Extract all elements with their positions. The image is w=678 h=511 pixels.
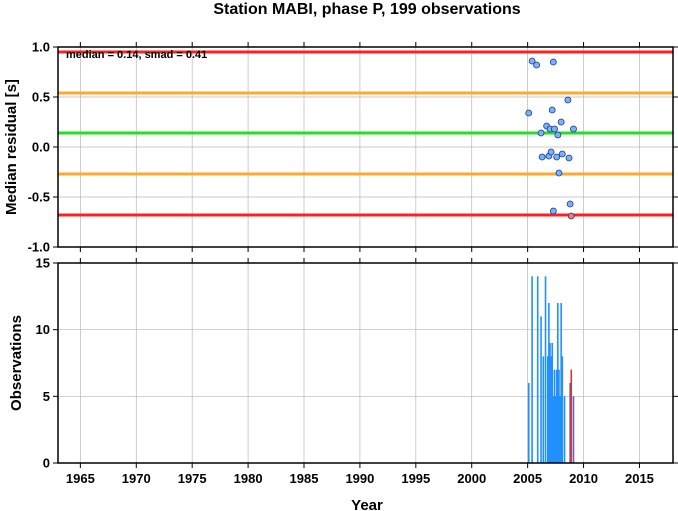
observation-bar bbox=[569, 383, 571, 463]
observations-frame bbox=[57, 262, 674, 464]
residual-point bbox=[547, 148, 555, 156]
observation-bar bbox=[550, 356, 552, 463]
residual-point bbox=[528, 57, 536, 65]
observation-bar bbox=[561, 356, 564, 463]
observations-y-tick-label: 10 bbox=[36, 322, 50, 337]
residual-point bbox=[548, 106, 556, 114]
observation-bar bbox=[570, 369, 573, 463]
observation-bar bbox=[546, 356, 549, 463]
residual-panel: 1.0 0.5 0.0 -0.5 -1.0 bbox=[28, 40, 678, 255]
residual-point bbox=[557, 118, 565, 126]
residual-point bbox=[525, 109, 533, 117]
observations-y-tick-label: 0 bbox=[43, 456, 50, 471]
residual-point bbox=[553, 153, 561, 161]
y-axis-title-observations: Observations bbox=[8, 315, 25, 411]
residual-y-tick-label: -0.5 bbox=[28, 190, 50, 205]
x-tick-label: 2015 bbox=[625, 471, 654, 486]
residual-point bbox=[558, 150, 566, 158]
x-tick-label: 1975 bbox=[178, 471, 207, 486]
observation-bar bbox=[540, 316, 542, 463]
stats-annotation: median = 0.14, smad = 0.41 bbox=[66, 49, 207, 61]
outlier-point bbox=[567, 212, 575, 220]
observation-bar bbox=[536, 276, 539, 463]
x-tick-label: 2010 bbox=[569, 471, 598, 486]
residual-point bbox=[566, 200, 574, 208]
residual-point bbox=[555, 169, 563, 177]
x-axis-title: Year bbox=[351, 497, 383, 511]
chart-title: Station MABI, phase P, 199 observations bbox=[213, 1, 520, 18]
x-tick-label: 1985 bbox=[290, 471, 319, 486]
residual-y-tick-label: 1.0 bbox=[32, 40, 50, 55]
observation-bar bbox=[549, 343, 551, 463]
observation-bar bbox=[552, 396, 555, 463]
residual-y-tick-label: 0.0 bbox=[32, 140, 50, 155]
observations-y-tick-label: 5 bbox=[43, 389, 50, 404]
x-tick-label: 1980 bbox=[234, 471, 263, 486]
residual-point bbox=[570, 125, 577, 133]
observation-bar bbox=[557, 303, 559, 463]
x-tick-label: 1965 bbox=[66, 471, 95, 486]
observation-bar bbox=[558, 369, 560, 463]
observation-bar bbox=[554, 396, 557, 463]
observation-bar bbox=[548, 303, 550, 463]
residual-y-tick-label: 0.5 bbox=[32, 90, 50, 105]
residual-y-tick-label: -1.0 bbox=[28, 240, 50, 255]
x-tick-label: 1970 bbox=[122, 471, 151, 486]
residual-point bbox=[564, 96, 572, 104]
observation-bar bbox=[542, 356, 545, 463]
observation-bar bbox=[531, 276, 533, 463]
observations-panel: 1965 1970 1975 1980 1985 1990 1995 2000 2005 2010… bbox=[36, 256, 678, 486]
observation-bar bbox=[560, 303, 562, 463]
residual-point bbox=[538, 153, 546, 161]
x-tick-label: 2005 bbox=[513, 471, 542, 486]
observation-bar bbox=[551, 343, 554, 463]
residual-point bbox=[549, 207, 557, 215]
residual-point bbox=[554, 131, 562, 139]
x-tick-label: 2000 bbox=[457, 471, 486, 486]
x-tick-label: 1995 bbox=[401, 471, 430, 486]
observation-bar bbox=[555, 369, 558, 463]
residual-point bbox=[549, 58, 557, 66]
residual-point bbox=[533, 61, 540, 69]
observation-bar bbox=[553, 369, 556, 463]
y-axis-title-residual: Median residual [s] bbox=[3, 79, 20, 215]
observation-bar bbox=[527, 383, 530, 463]
x-tick-label: 1990 bbox=[345, 471, 374, 486]
residual-point bbox=[537, 129, 545, 137]
observations-y-tick-label: 15 bbox=[36, 256, 50, 271]
residual-point bbox=[565, 154, 573, 162]
observation-bar bbox=[572, 396, 575, 463]
observation-bar bbox=[563, 396, 566, 463]
observation-bar bbox=[544, 276, 547, 463]
observation-bar bbox=[559, 396, 561, 463]
residual-point bbox=[551, 125, 558, 133]
